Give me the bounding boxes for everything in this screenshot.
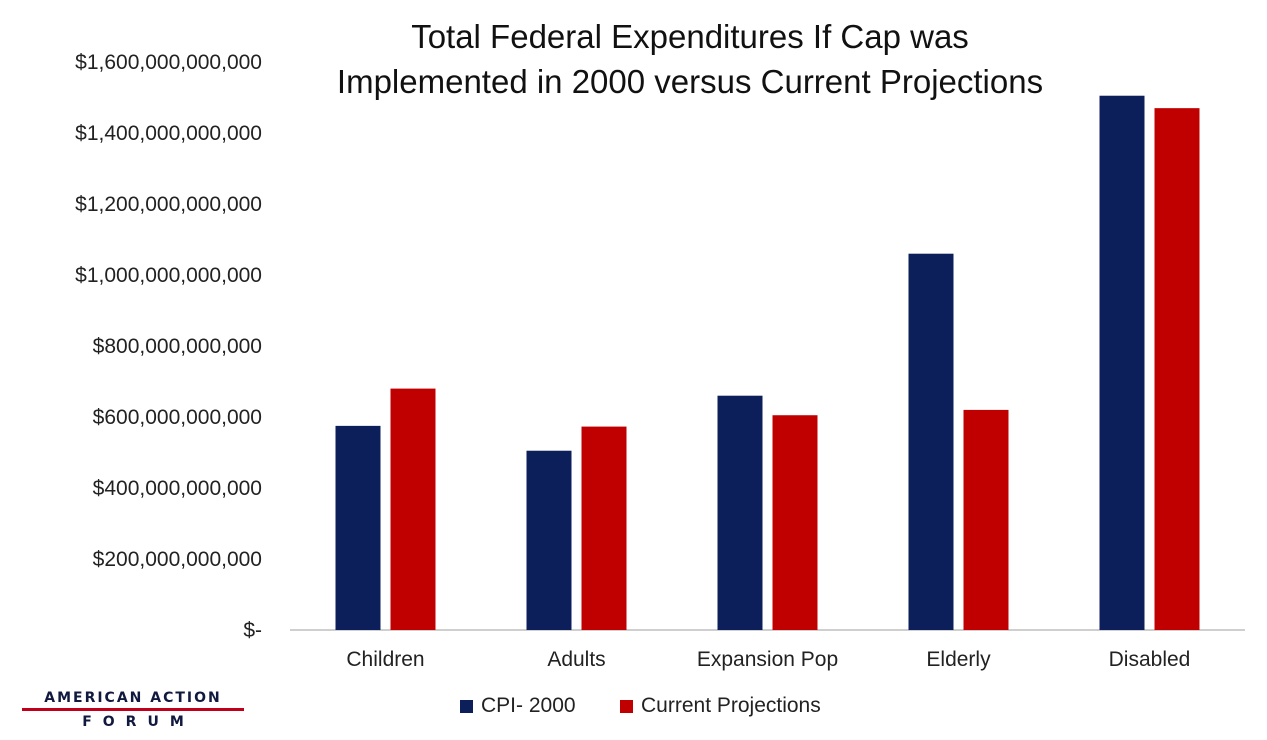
bar-current-projections — [963, 409, 1009, 630]
logo-line-1: AMERICAN ACTION — [44, 690, 222, 706]
x-tick-label: Adults — [547, 648, 605, 671]
logo-rule — [22, 708, 244, 711]
legend-swatch-current-projections — [620, 699, 633, 713]
y-tick-label: $1,400,000,000,000 — [75, 122, 262, 145]
y-tick-label: $600,000,000,000 — [93, 406, 262, 429]
bar-cpi-2000 — [717, 395, 763, 630]
bar-cpi-2000 — [335, 425, 381, 630]
legend-item-cpi-2000: CPI- 2000 — [460, 694, 576, 718]
legend-swatch-cpi-2000 — [460, 699, 473, 713]
legend-item-current-projections: Current Projections — [620, 694, 821, 718]
x-tick-label: Disabled — [1109, 648, 1191, 671]
bar-current-projections — [581, 426, 627, 630]
bar-current-projections — [390, 388, 436, 630]
logo-line-2: FORUM — [82, 714, 195, 730]
y-tick-label: $1,000,000,000,000 — [75, 264, 262, 287]
chart-title-line-1: Total Federal Expenditures If Cap was — [411, 18, 969, 55]
bar-cpi-2000 — [1099, 95, 1145, 631]
legend-label-current-projections: Current Projections — [641, 694, 821, 717]
y-tick-label: $800,000,000,000 — [93, 335, 262, 358]
bar-current-projections — [772, 415, 818, 630]
american-action-forum-logo: AMERICAN ACTION FORUM — [22, 690, 244, 730]
chart-title-line-2: Implemented in 2000 versus Current Proje… — [336, 63, 1044, 100]
bar-current-projections — [1154, 108, 1200, 630]
x-tick-label: Elderly — [926, 648, 991, 671]
x-tick-label: Children — [346, 648, 424, 671]
y-tick-label: $1,600,000,000,000 — [75, 51, 262, 74]
x-tick-label: Expansion Pop — [697, 648, 838, 671]
y-tick-label: $1,200,000,000,000 — [75, 193, 262, 216]
y-tick-label: $- — [243, 619, 262, 642]
y-tick-label: $400,000,000,000 — [93, 477, 262, 500]
bar-cpi-2000 — [526, 450, 572, 630]
bar-cpi-2000 — [908, 253, 954, 630]
legend-label-cpi-2000: CPI- 2000 — [481, 694, 576, 717]
y-tick-label: $200,000,000,000 — [93, 548, 262, 571]
